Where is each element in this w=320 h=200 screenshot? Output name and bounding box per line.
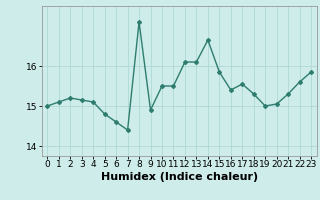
X-axis label: Humidex (Indice chaleur): Humidex (Indice chaleur) bbox=[100, 172, 258, 182]
